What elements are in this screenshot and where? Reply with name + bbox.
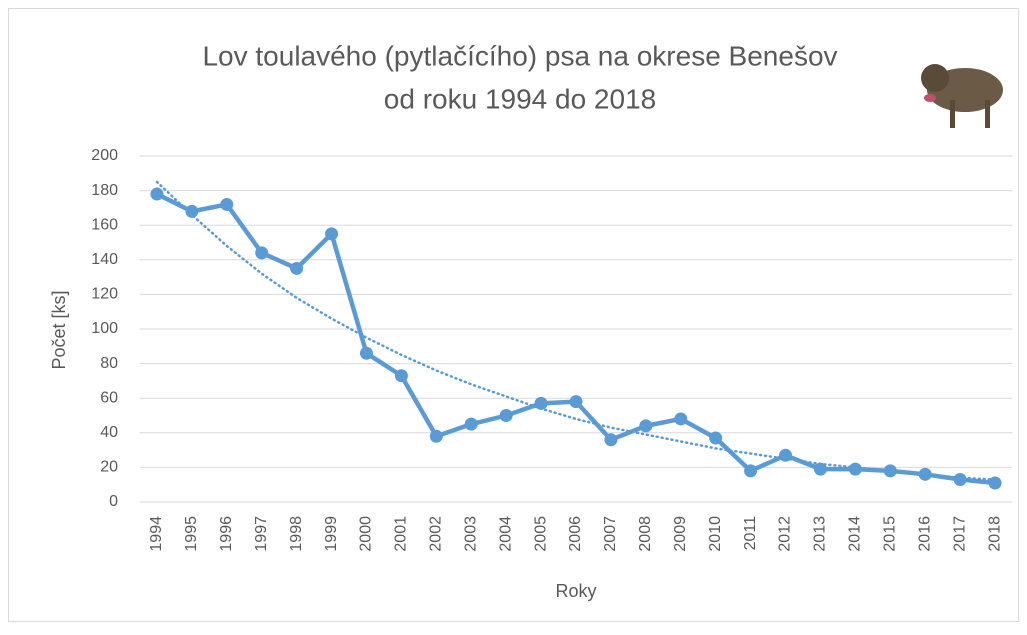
x-tick-label: 2018 <box>986 516 1003 552</box>
point <box>639 419 653 433</box>
point <box>604 433 618 447</box>
x-tick-label: 2009 <box>672 516 689 552</box>
x-tick-label: 2013 <box>812 516 829 552</box>
x-tick-label: 2005 <box>532 516 549 552</box>
point <box>534 396 548 410</box>
chart-title: Lov toulavého (pytlačícího) psa na okres… <box>202 40 837 71</box>
x-tick-label: 1995 <box>183 516 200 552</box>
point <box>709 431 723 445</box>
x-tick-label: 2012 <box>777 516 794 552</box>
x-tick-label: 2014 <box>847 516 864 552</box>
chart-title: od roku 1994 do 2018 <box>384 83 656 114</box>
x-tick-label: 1994 <box>148 516 165 552</box>
x-tick-label: 2015 <box>881 516 898 552</box>
point <box>429 429 443 443</box>
y-tick-label: 0 <box>109 493 118 510</box>
x-tick-label: 1996 <box>218 516 235 552</box>
point <box>779 448 793 462</box>
x-tick-label: 2002 <box>428 516 445 552</box>
x-tick-label: 2007 <box>602 516 619 552</box>
y-tick-label: 20 <box>100 459 118 476</box>
point <box>185 204 199 218</box>
point <box>883 464 897 478</box>
y-tick-label: 120 <box>91 286 118 303</box>
x-tick-label: 2006 <box>567 516 584 552</box>
y-axis-label: Počet [ks] <box>49 290 69 369</box>
point <box>325 227 339 241</box>
point <box>220 197 234 211</box>
point <box>499 409 513 422</box>
y-tick-label: 60 <box>100 389 118 406</box>
y-tick-label: 180 <box>91 182 118 199</box>
x-tick-label: 2017 <box>951 516 968 552</box>
point <box>359 346 373 360</box>
y-tick-label: 40 <box>100 424 118 441</box>
point <box>255 246 269 260</box>
point <box>918 467 932 481</box>
point <box>290 261 304 275</box>
y-tick-label: 100 <box>91 320 118 337</box>
point <box>848 462 862 476</box>
chart-border <box>8 8 1019 622</box>
x-tick-label: 2011 <box>742 516 759 551</box>
x-tick-label: 1998 <box>288 516 305 552</box>
x-tick-label: 2004 <box>497 516 514 552</box>
x-tick-label: 2016 <box>916 516 933 552</box>
point <box>569 395 583 409</box>
point <box>150 187 164 201</box>
x-tick-label: 2008 <box>637 516 654 552</box>
y-tick-label: 140 <box>91 251 118 268</box>
point <box>988 476 1002 490</box>
x-axis-label: Roky <box>555 581 596 601</box>
x-tick-label: 2010 <box>707 516 724 552</box>
x-tick-label: 1997 <box>253 516 270 552</box>
y-tick-label: 200 <box>91 147 118 164</box>
point <box>464 417 478 431</box>
x-tick-label: 2001 <box>393 516 410 552</box>
point <box>813 462 827 476</box>
point <box>394 369 408 383</box>
x-tick-label: 2000 <box>358 516 375 552</box>
y-tick-label: 80 <box>100 355 118 372</box>
dog-picture <box>921 64 1003 128</box>
y-tick-label: 160 <box>91 216 118 233</box>
x-tick-label: 2003 <box>462 516 479 552</box>
point <box>953 473 967 487</box>
point <box>674 412 688 426</box>
point <box>744 464 758 478</box>
x-tick-label: 1999 <box>323 516 340 552</box>
